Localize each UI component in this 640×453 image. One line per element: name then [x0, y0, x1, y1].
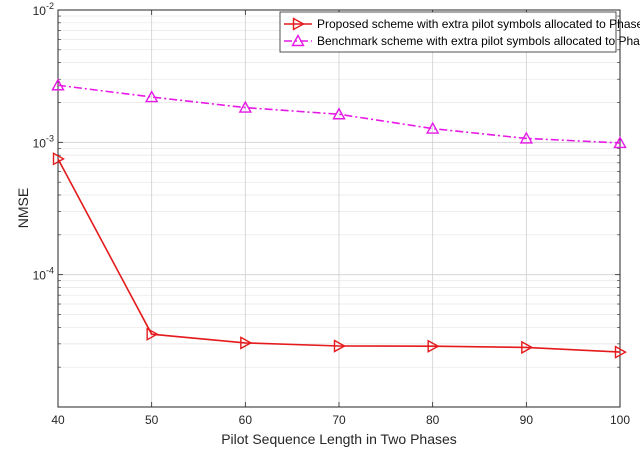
legend-label-benchmark: Benchmark scheme with extra pilot symbol… [317, 34, 640, 48]
y-tick-label: 10-2 [33, 1, 54, 18]
x-tick-label: 60 [239, 413, 253, 427]
y-axis-label: NMSE [15, 188, 31, 228]
x-tick-label: 100 [610, 413, 630, 427]
x-tick-label: 40 [51, 413, 65, 427]
x-tick-label: 50 [145, 413, 159, 427]
x-tick-label: 80 [426, 413, 440, 427]
legend: Proposed scheme with extra pilot symbols… [280, 12, 640, 52]
y-tick-label: 10-3 [33, 133, 54, 150]
x-tick-label: 70 [332, 413, 346, 427]
legend-label-proposed: Proposed scheme with extra pilot symbols… [317, 17, 640, 31]
y-tick-label: 10-4 [33, 266, 54, 283]
x-tick-label: 90 [520, 413, 534, 427]
x-axis-label: Pilot Sequence Length in Two Phases [221, 431, 457, 447]
